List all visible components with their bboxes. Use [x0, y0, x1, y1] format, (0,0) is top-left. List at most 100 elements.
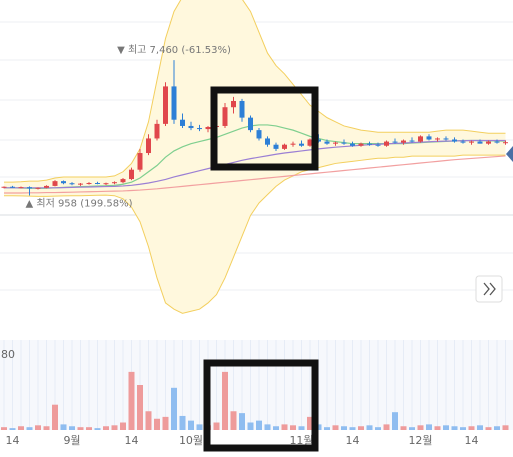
volume-bar	[77, 427, 84, 430]
volume-bar	[247, 422, 254, 430]
candle-body	[409, 140, 415, 142]
candle-body	[341, 142, 347, 144]
volume-bar	[400, 426, 407, 430]
volume-bar	[103, 426, 109, 430]
candle-body	[52, 181, 58, 186]
candle-body	[197, 128, 202, 130]
candle-body	[324, 141, 330, 144]
volume-bar	[298, 426, 305, 430]
candle-body	[35, 187, 41, 189]
candle-body	[1, 186, 7, 188]
candle-body	[129, 169, 134, 180]
high-annotation: ▼ 최고 7,460 (-61.53%)	[117, 44, 231, 56]
candle-body	[248, 117, 253, 131]
x-tick-label: 10월	[179, 434, 203, 447]
candle-body	[188, 125, 194, 129]
volume-bar	[349, 427, 356, 430]
volume-bar	[485, 427, 492, 430]
candle-body	[333, 142, 338, 144]
moving-average	[4, 155, 506, 194]
volume-bar	[281, 424, 288, 430]
candle-body	[494, 141, 500, 143]
volume-bar	[502, 425, 509, 430]
volume-bar	[9, 428, 16, 430]
candle-body	[401, 140, 406, 143]
current-marker	[506, 146, 513, 162]
candle-body	[307, 139, 313, 146]
candle-body	[477, 141, 483, 144]
candle-body	[103, 183, 109, 185]
volume-bar	[26, 427, 33, 430]
band-fill	[4, 0, 506, 314]
volume-bar	[273, 426, 279, 430]
volume-bar	[256, 420, 262, 430]
volume-bar	[409, 427, 415, 430]
candle-body	[120, 179, 126, 183]
candle-body	[231, 100, 236, 108]
volume-bar	[1, 427, 7, 430]
candle-body	[180, 119, 185, 126]
candle-body	[95, 183, 100, 185]
volume-bar	[222, 371, 228, 430]
volume-bar	[52, 404, 58, 430]
volume-bar	[264, 424, 271, 430]
candle-body	[426, 136, 432, 140]
scroll-icon	[483, 282, 496, 296]
volume-panel	[0, 340, 513, 430]
candle-body	[86, 183, 92, 185]
band-lower	[4, 154, 506, 314]
volume-bar	[290, 425, 296, 430]
volume-bar	[35, 425, 41, 430]
candle-body	[290, 143, 296, 145]
band-upper	[4, 0, 506, 183]
volume-bar	[94, 428, 101, 430]
volume-bar	[434, 426, 441, 430]
candle-body	[137, 153, 143, 170]
volume-bar	[494, 426, 500, 430]
candle-body	[469, 141, 474, 143]
candle-body	[78, 183, 83, 185]
candle-body	[61, 181, 66, 184]
volume-bar	[375, 427, 381, 430]
candle-body	[44, 185, 49, 188]
candle-body	[69, 183, 75, 185]
volume-bar	[341, 426, 347, 430]
volume-bar	[426, 424, 432, 430]
volume-bar	[332, 425, 339, 430]
volume-bar	[86, 427, 92, 430]
volume-bar	[162, 416, 169, 430]
volume-bar	[154, 418, 160, 430]
volume-bar	[196, 424, 203, 430]
candle-body	[146, 138, 151, 154]
volume-bar	[358, 426, 364, 430]
candle-body	[163, 86, 168, 124]
volume-bar	[111, 425, 118, 430]
candle-body	[265, 138, 270, 145]
candle-body	[10, 186, 15, 188]
volume-bar	[468, 426, 475, 430]
candle-body	[443, 138, 449, 140]
volume-bar	[230, 411, 237, 430]
volume-bar	[477, 425, 483, 430]
x-tick-label: 14	[6, 434, 20, 447]
x-tick-label: 14	[465, 434, 479, 447]
candle-body	[239, 100, 245, 118]
volume-bar	[451, 426, 458, 430]
moving-average	[4, 139, 506, 189]
volume-bar	[213, 422, 220, 430]
candle-body	[299, 143, 304, 146]
candle-body	[256, 130, 262, 139]
volume-bar	[171, 387, 177, 430]
candle-body	[205, 127, 211, 130]
candle-body	[435, 138, 440, 140]
volume-bar	[188, 420, 194, 430]
candle-body	[392, 141, 398, 143]
candle-body	[358, 143, 364, 146]
x-tick-label: 12월	[408, 434, 432, 447]
highlight-box	[210, 86, 319, 171]
candle-body	[384, 141, 389, 146]
candle-body	[154, 123, 160, 139]
candle-body	[171, 86, 177, 120]
volume-bar	[366, 425, 373, 430]
